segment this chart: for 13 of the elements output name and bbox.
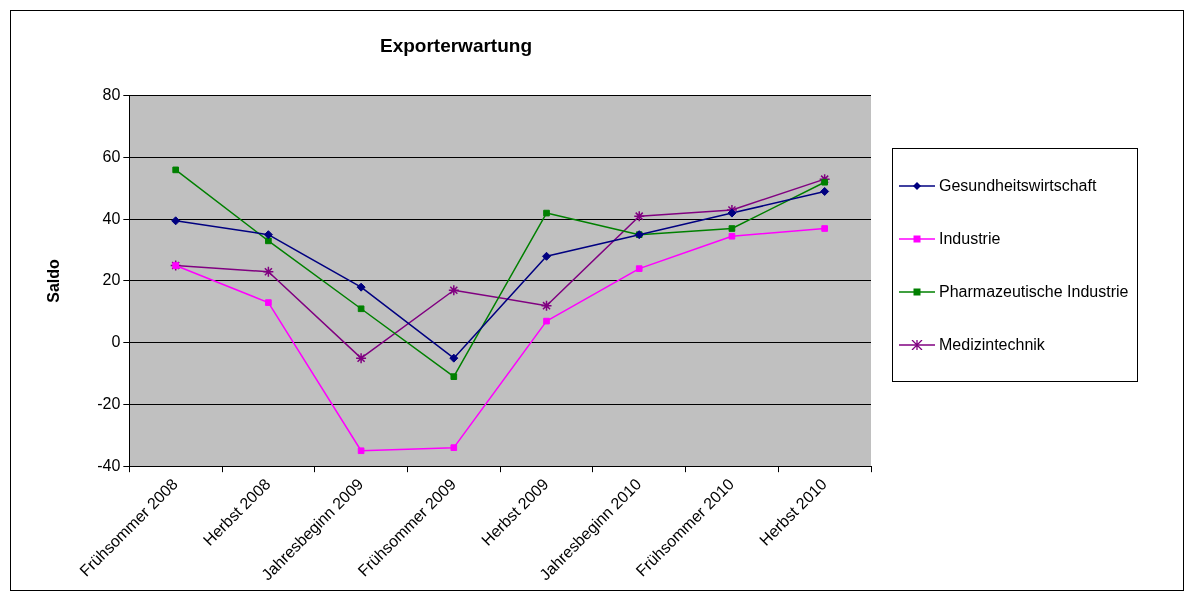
y-tick-label: -40 xyxy=(97,456,121,474)
y-axis-title: Saldo xyxy=(45,258,63,303)
legend-label: Pharmazeutische Industrie xyxy=(939,282,1129,301)
legend-label: Medizintechnik xyxy=(939,335,1045,354)
y-tick-label: 20 xyxy=(102,271,121,289)
legend-label: Industrie xyxy=(939,229,1001,248)
y-tick-label: -20 xyxy=(97,394,121,412)
legend-label: Gesundheitswirtschaft xyxy=(939,176,1097,195)
y-tick-label: 60 xyxy=(102,147,121,165)
y-tick-label: 80 xyxy=(102,86,121,104)
y-tick-label: 0 xyxy=(111,333,121,351)
y-tick-label: 40 xyxy=(102,209,121,227)
chart-title: Exporterwartung xyxy=(379,34,533,56)
